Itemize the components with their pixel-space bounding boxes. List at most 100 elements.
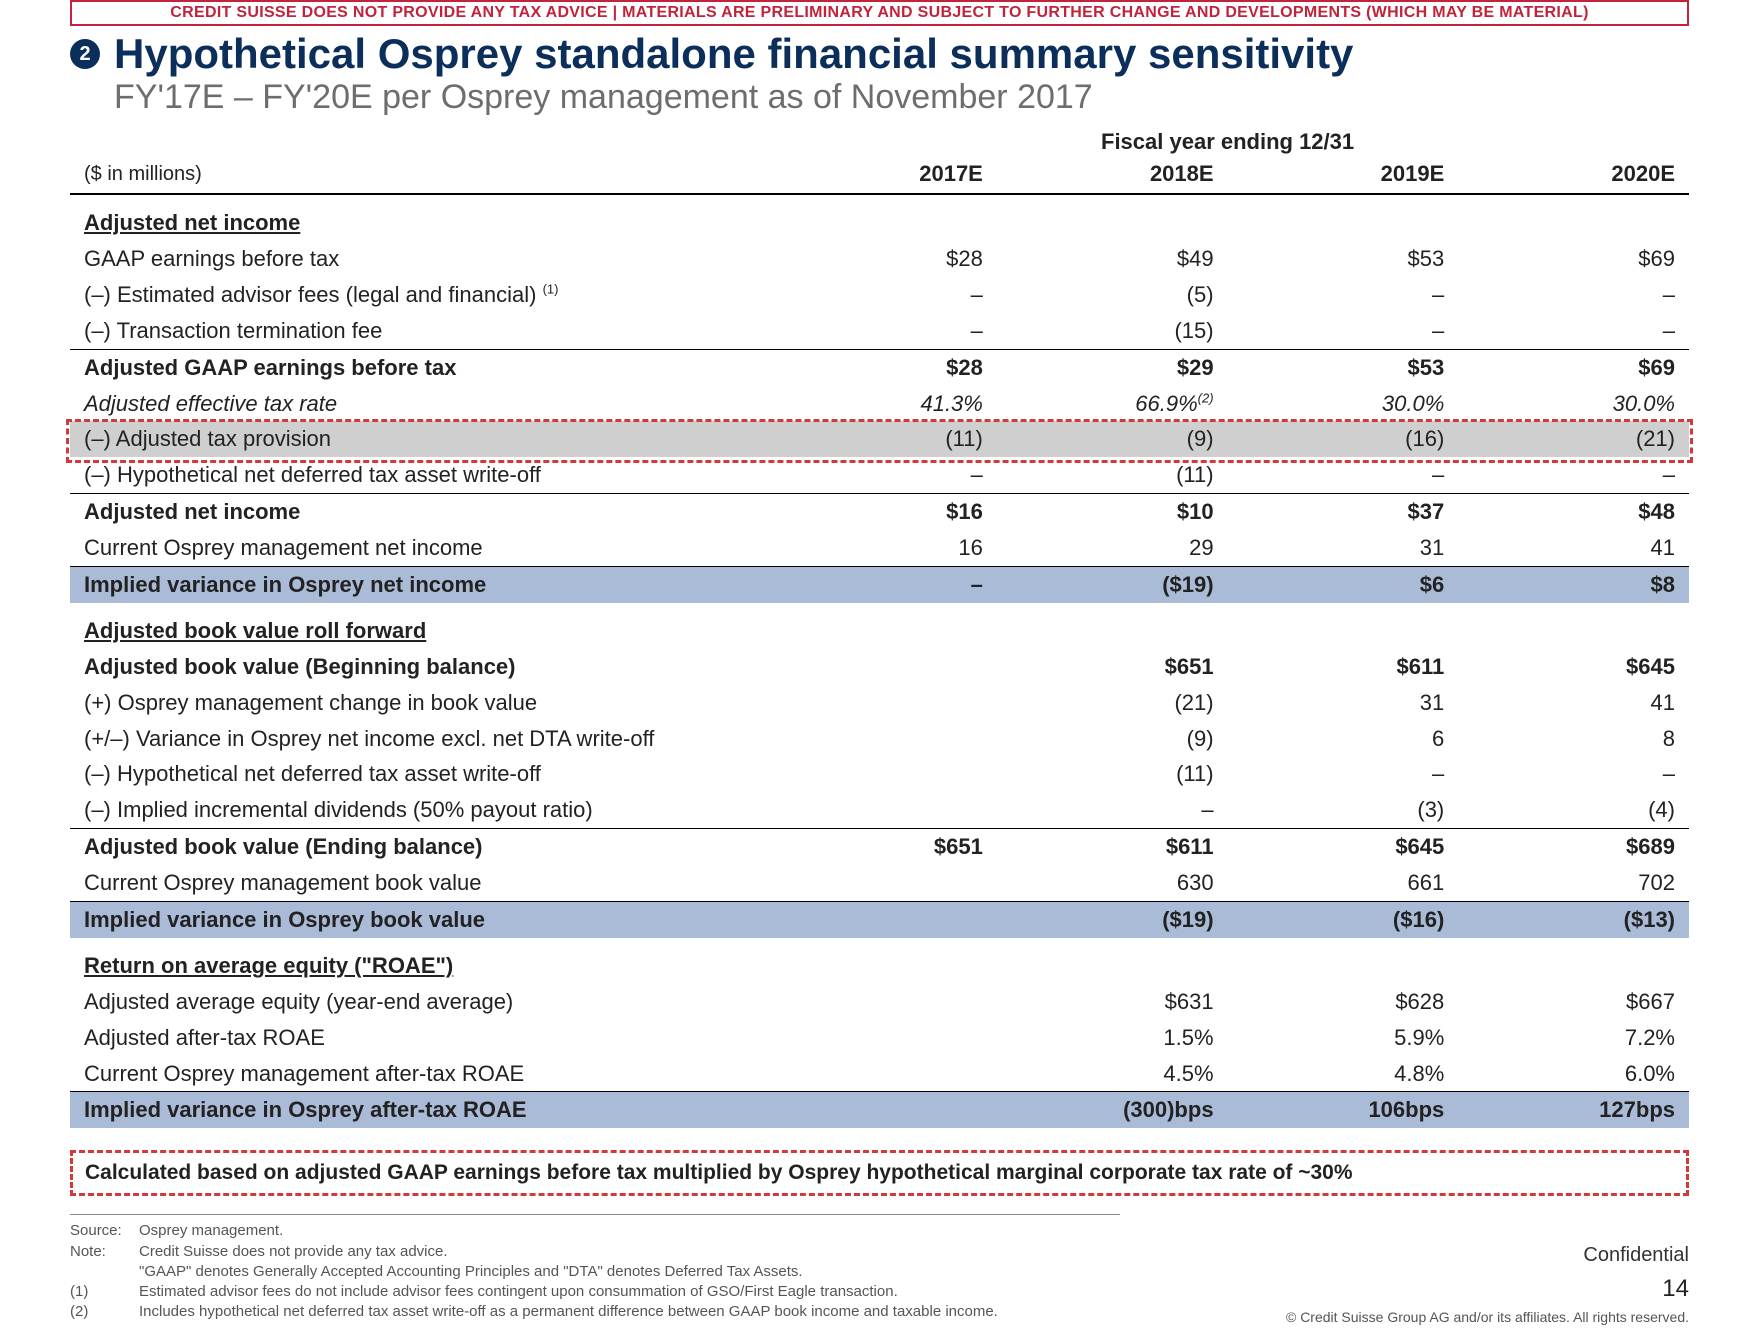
cell: $28 [766,241,997,277]
row-label: Adjusted after-tax ROAE [70,1020,766,1056]
row-label: Implied variance in Osprey book value [70,902,766,938]
cell: $8 [1458,567,1689,603]
footnote-text: Osprey management. [139,1221,283,1241]
row-label: Adjusted book value (Beginning balance) [70,649,766,685]
page-subtitle: FY'17E – FY'20E per Osprey management as… [114,78,1689,117]
cell [766,756,997,792]
cell: $53 [1228,241,1459,277]
confidential-label: Confidential [1286,1244,1689,1267]
cell: (11) [997,756,1228,792]
cell: 41 [1458,530,1689,566]
cell: 4.5% [997,1056,1228,1092]
cell: 29 [997,530,1228,566]
cell: 127bps [1458,1092,1689,1128]
cell: (11) [997,457,1228,493]
cell: – [766,457,997,493]
cell [766,865,997,901]
cell: – [1458,756,1689,792]
cell: 41.3% [766,386,997,422]
cell: – [1228,277,1459,313]
cell [766,1092,997,1128]
cell: $611 [1228,649,1459,685]
cell: – [766,313,997,349]
col-2020e: 2020E [1458,157,1689,193]
row-label: Adjusted average equity (year-end averag… [70,984,766,1020]
cell: 1.5% [997,1020,1228,1056]
cell: 702 [1458,865,1689,901]
cell: 4.8% [1228,1056,1459,1092]
unit-label: ($ in millions) [70,157,766,193]
row-label: (+/–) Variance in Osprey net income excl… [70,721,766,757]
row-label: (–) Implied incremental dividends (50% p… [70,792,766,828]
cell: – [1228,756,1459,792]
cell: ($13) [1458,902,1689,938]
cell: $628 [1228,984,1459,1020]
cell: 6 [1228,721,1459,757]
footnote-text: Credit Suisse does not provide any tax a… [139,1242,448,1262]
cell: $651 [766,829,997,865]
row-label: (–) Adjusted tax provision [70,421,766,457]
cell: $53 [1228,349,1459,385]
row-label: (–) Transaction termination fee [70,313,766,349]
cell: $631 [997,984,1228,1020]
cell: 8 [1458,721,1689,757]
cell: (3) [1228,792,1459,828]
cell: – [997,792,1228,828]
cell: $16 [766,494,997,530]
cell: – [1228,313,1459,349]
cell: 6.0% [1458,1056,1689,1092]
cell: 30.0% [1228,386,1459,422]
col-2019e: 2019E [1228,157,1459,193]
calculation-note: Calculated based on adjusted GAAP earnin… [70,1150,1689,1196]
row-label: Current Osprey management after-tax ROAE [70,1056,766,1092]
cell: 630 [997,865,1228,901]
cell: (15) [997,313,1228,349]
cell: 106bps [1228,1092,1459,1128]
cell [766,721,997,757]
cell: ($16) [1228,902,1459,938]
cell: $29 [997,349,1228,385]
cell: – [766,567,997,603]
cell [766,984,997,1020]
cell: (9) [997,721,1228,757]
cell: (300)bps [997,1092,1228,1128]
section-header: Adjusted net income [70,194,766,241]
row-label: Adjusted effective tax rate [70,386,766,422]
page-number: 14 [1286,1275,1689,1303]
cell: ($19) [997,567,1228,603]
cell: $28 [766,349,997,385]
cell: (16) [1228,421,1459,457]
row-label: GAAP earnings before tax [70,241,766,277]
cell: $651 [997,649,1228,685]
cell: 31 [1228,685,1459,721]
row-label: Adjusted net income [70,494,766,530]
cell [766,902,997,938]
cell [766,649,997,685]
cell: $69 [1458,349,1689,385]
cell [766,685,997,721]
cell: $69 [1458,241,1689,277]
cell: $689 [1458,829,1689,865]
row-label: Implied variance in Osprey net income [70,567,766,603]
cell: $49 [997,241,1228,277]
footnote-tag: (1) [70,1282,125,1302]
cell: (21) [1458,421,1689,457]
footnote-text: Estimated advisor fees do not include ad… [139,1282,898,1302]
copyright: © Credit Suisse Group AG and/or its affi… [1286,1309,1689,1325]
cell [766,792,997,828]
row-label: (–) Estimated advisor fees (legal and fi… [70,277,766,313]
cell: 41 [1458,685,1689,721]
row-label: Current Osprey management book value [70,865,766,901]
cell [766,1020,997,1056]
footnote-text: "GAAP" denotes Generally Accepted Accoun… [139,1262,803,1282]
cell: – [766,277,997,313]
cell: (21) [997,685,1228,721]
row-label: Implied variance in Osprey after-tax ROA… [70,1092,766,1128]
section-header: Adjusted book value roll forward [70,603,766,649]
cell: – [1458,277,1689,313]
cell: $645 [1458,649,1689,685]
section-header: Return on average equity ("ROAE") [70,938,766,984]
row-label: Adjusted GAAP earnings before tax [70,349,766,385]
financial-table: Fiscal year ending 12/31 ($ in millions)… [70,127,1689,1128]
cell: – [1228,457,1459,493]
